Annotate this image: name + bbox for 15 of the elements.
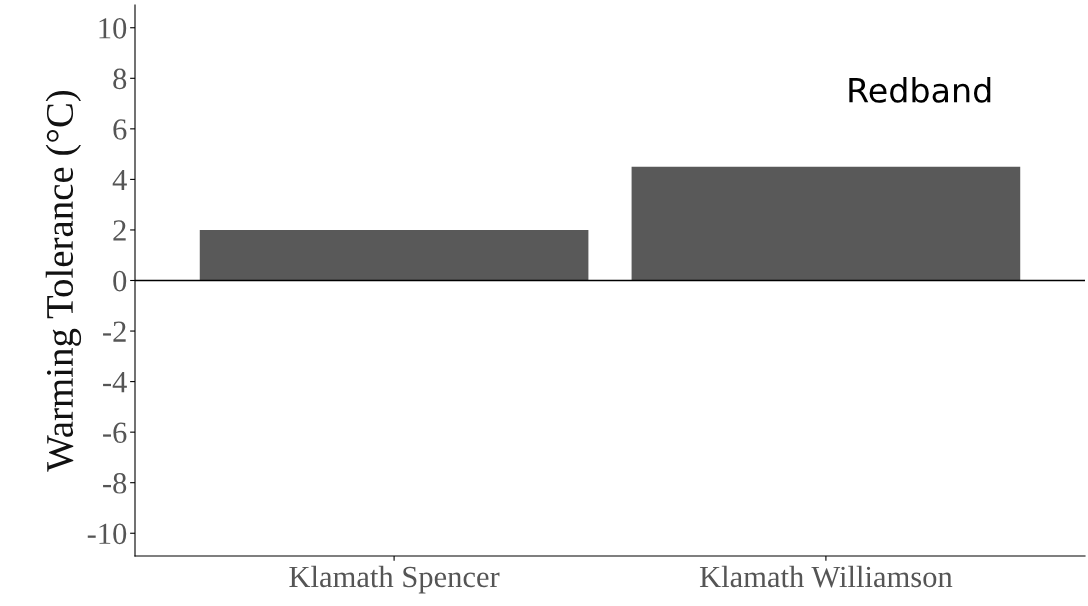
y-tick-label: -4: [103, 372, 127, 393]
y-tick-label: 10: [99, 18, 127, 39]
y-tick-label: 4: [112, 169, 127, 190]
y-tick-label: 6: [113, 119, 127, 140]
y-tick-label: 2: [113, 220, 126, 241]
y-tick-label: -2: [103, 321, 126, 342]
y-tick-label: -6: [103, 422, 127, 444]
annotation: Redband: [849, 77, 991, 103]
x-tick-label: Klamath Spencer: [289, 565, 500, 594]
y-tick-label: 8: [113, 68, 127, 90]
y-tick-label: -10: [87, 523, 127, 545]
x-tick-label: Klamath Williamson: [699, 565, 953, 588]
y-axis-title: Warming Tolerance (°C): [45, 90, 82, 472]
y-tick-label: 0: [113, 270, 127, 292]
y-tick-label: -8: [103, 472, 127, 494]
